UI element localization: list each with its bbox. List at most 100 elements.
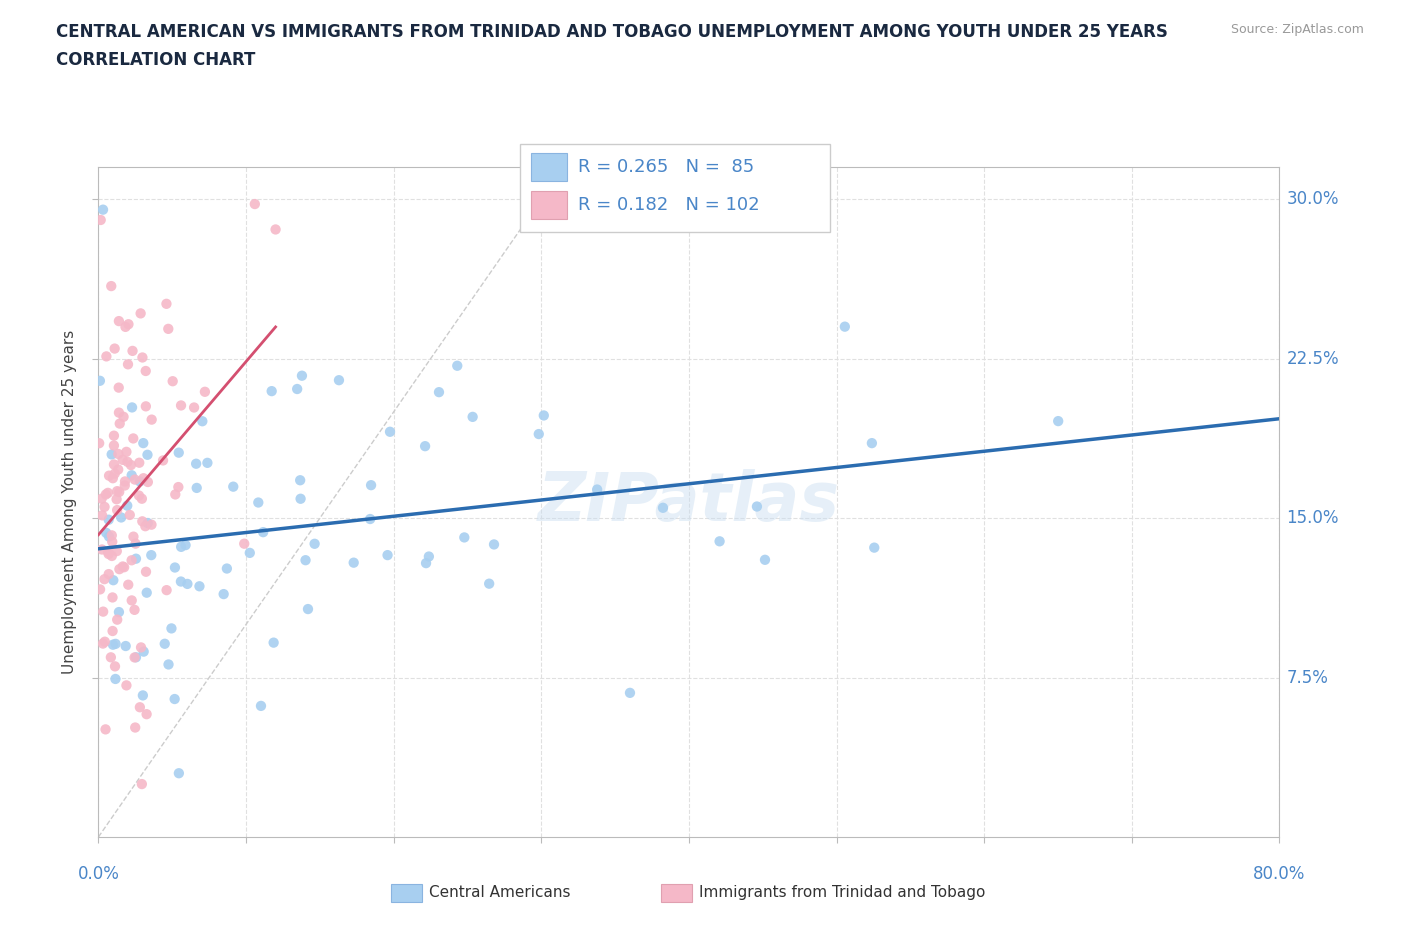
Central Americans [252,525,274,539]
Text: Immigrants from Trinidad and Tobago: Immigrants from Trinidad and Tobago [699,885,986,900]
Immigrants from Trinidad and Tobago [122,529,145,544]
Immigrants from Trinidad and Tobago [155,583,177,598]
Central Americans [141,548,163,563]
Text: Central Americans: Central Americans [429,885,571,900]
Immigrants from Trinidad and Tobago [132,471,155,485]
Immigrants from Trinidad and Tobago [91,508,114,523]
Immigrants from Trinidad and Tobago [183,400,205,415]
Immigrants from Trinidad and Tobago [122,431,145,445]
Central Americans [104,671,127,686]
Central Americans [135,585,157,600]
Central Americans [157,657,180,671]
Immigrants from Trinidad and Tobago [167,480,190,495]
Immigrants from Trinidad and Tobago [124,472,146,487]
Central Americans [586,482,609,497]
Immigrants from Trinidad and Tobago [165,487,187,502]
Immigrants from Trinidad and Tobago [104,466,127,481]
Immigrants from Trinidad and Tobago [101,528,124,543]
Central Americans [297,602,319,617]
Immigrants from Trinidad and Tobago [103,438,125,453]
Central Americans [288,472,311,487]
Central Americans [132,435,155,450]
Immigrants from Trinidad and Tobago [135,364,157,379]
Immigrants from Trinidad and Tobago [105,544,128,559]
Central Americans [527,427,550,442]
Central Americans [652,500,675,515]
Central Americans [250,698,273,713]
Immigrants from Trinidad and Tobago [134,519,156,534]
Immigrants from Trinidad and Tobago [101,535,124,550]
Immigrants from Trinidad and Tobago [118,508,141,523]
Central Americans [167,765,190,780]
Immigrants from Trinidad and Tobago [100,279,122,294]
Central Americans [114,639,136,654]
Central Americans [184,457,207,472]
Immigrants from Trinidad and Tobago [121,593,143,608]
Central Americans [125,650,148,665]
Immigrants from Trinidad and Tobago [162,374,184,389]
Central Americans [863,540,886,555]
Central Americans [860,435,883,450]
Immigrants from Trinidad and Tobago [170,398,193,413]
Central Americans [101,637,124,652]
Immigrants from Trinidad and Tobago [93,499,115,514]
Immigrants from Trinidad and Tobago [264,222,287,237]
Immigrants from Trinidad and Tobago [124,603,146,618]
Central Americans [197,456,219,471]
Central Americans [174,538,197,552]
Central Americans [160,621,183,636]
Immigrants from Trinidad and Tobago [128,488,150,503]
Central Americans [121,468,143,483]
Immigrants from Trinidad and Tobago [90,491,112,506]
Central Americans [482,537,505,551]
Immigrants from Trinidad and Tobago [94,487,117,502]
Immigrants from Trinidad and Tobago [105,612,128,627]
Immigrants from Trinidad and Tobago [97,547,120,562]
Central Americans [1047,414,1070,429]
Immigrants from Trinidad and Tobago [108,416,131,431]
Central Americans [239,546,262,561]
Central Americans [360,478,382,493]
Immigrants from Trinidad and Tobago [152,453,174,468]
Immigrants from Trinidad and Tobago [91,604,114,619]
Immigrants from Trinidad and Tobago [104,341,127,356]
Immigrants from Trinidad and Tobago [131,777,153,791]
Central Americans [136,447,159,462]
Immigrants from Trinidad and Tobago [115,445,138,459]
Central Americans [415,556,437,571]
Central Americans [478,577,501,591]
Text: 15.0%: 15.0% [1286,509,1339,527]
Immigrants from Trinidad and Tobago [129,306,152,321]
Immigrants from Trinidad and Tobago [111,559,134,574]
Central Americans [745,499,768,514]
Central Americans [110,510,132,525]
Immigrants from Trinidad and Tobago [136,474,159,489]
Central Americans [191,414,214,429]
Central Americans [222,479,245,494]
Immigrants from Trinidad and Tobago [108,313,131,328]
Central Americans [377,548,399,563]
Immigrants from Trinidad and Tobago [141,412,163,427]
Text: 30.0%: 30.0% [1286,191,1339,208]
Central Americans [260,384,283,399]
Text: Source: ZipAtlas.com: Source: ZipAtlas.com [1230,23,1364,36]
Immigrants from Trinidad and Tobago [108,405,131,420]
Immigrants from Trinidad and Tobago [131,491,153,506]
Central Americans [413,439,436,454]
Text: R = 0.182   N = 102: R = 0.182 N = 102 [578,195,759,214]
Immigrants from Trinidad and Tobago [91,542,114,557]
Text: R = 0.265   N =  85: R = 0.265 N = 85 [578,158,754,177]
Immigrants from Trinidad and Tobago [105,492,128,507]
Text: 80.0%: 80.0% [1253,865,1306,883]
Immigrants from Trinidad and Tobago [100,650,122,665]
Immigrants from Trinidad and Tobago [155,297,177,312]
Central Americans [285,381,308,396]
Central Americans [176,577,198,591]
Immigrants from Trinidad and Tobago [104,659,127,674]
Immigrants from Trinidad and Tobago [112,560,135,575]
Central Americans [304,537,326,551]
Central Americans [115,498,138,513]
Immigrants from Trinidad and Tobago [105,502,128,517]
Central Americans [294,552,316,567]
Central Americans [103,573,125,588]
